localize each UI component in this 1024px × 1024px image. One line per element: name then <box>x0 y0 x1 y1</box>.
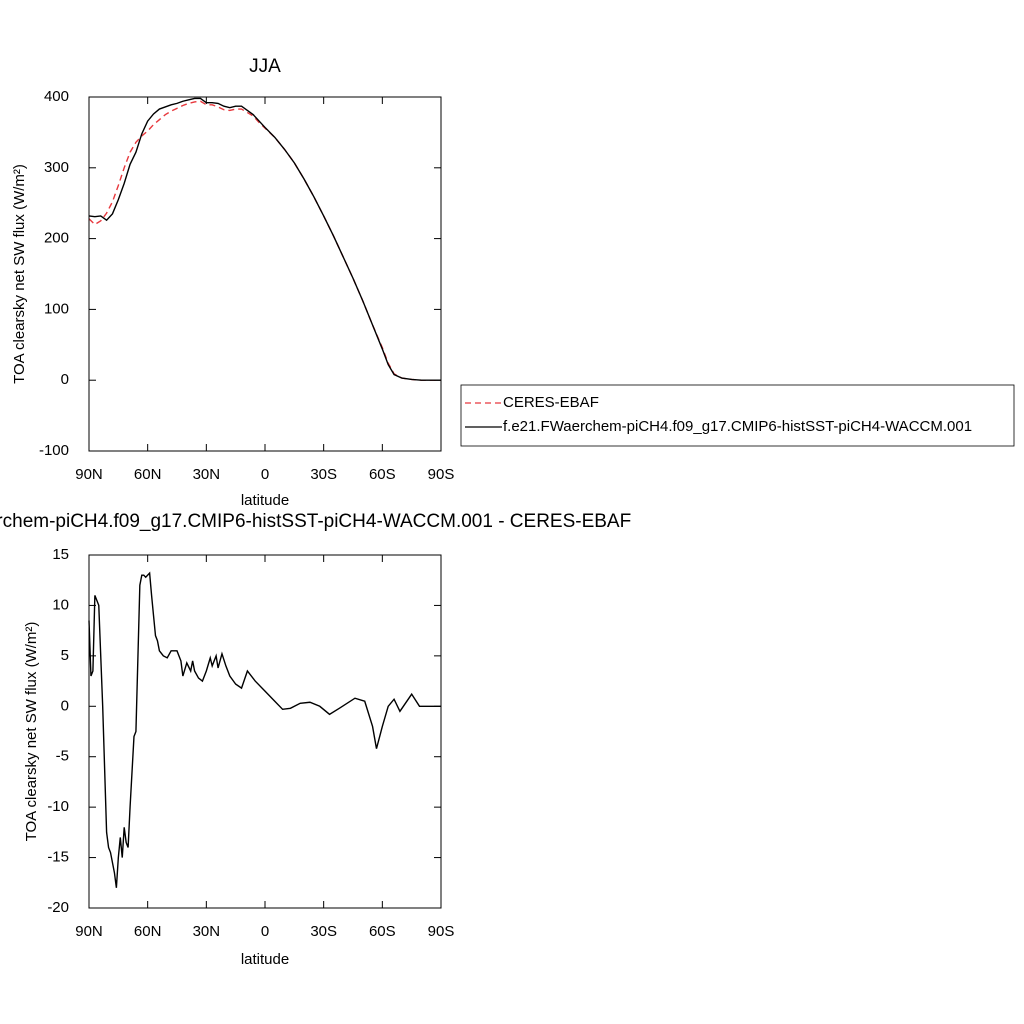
x-tick-label: 30N <box>193 923 221 940</box>
chart-title: JJA <box>249 56 281 77</box>
chart-title: f.e21.FWaerchem-piCH4.f09_g17.CMIP6-hist… <box>0 511 631 532</box>
plot-frame <box>88 554 442 909</box>
data-line <box>88 571 441 888</box>
x-tick-label: 60N <box>134 923 162 940</box>
y-tick-label: 0 <box>61 371 69 388</box>
y-axis-label: TOA clearsky net SW flux (W/m²) <box>11 164 28 384</box>
x-tick-label: 30S <box>310 466 337 483</box>
y-tick-label: 100 <box>44 300 69 317</box>
x-tick-label: 90S <box>428 923 455 940</box>
x-tick-label: 60S <box>369 923 396 940</box>
x-tick-label: 90S <box>428 466 455 483</box>
x-tick-label: 0 <box>261 923 269 940</box>
y-tick-label: 300 <box>44 159 69 176</box>
legend-box <box>460 384 1015 447</box>
y-tick-label: -10 <box>47 798 69 815</box>
x-tick-label: 60N <box>134 466 162 483</box>
x-axis-label: latitude <box>241 492 289 509</box>
x-axis-label: latitude <box>241 951 289 968</box>
y-tick-label: 10 <box>52 596 69 613</box>
plot-frame <box>88 96 442 452</box>
legend-label: CERES-EBAF <box>503 394 599 411</box>
legend-label: f.e21.FWaerchem-piCH4.f09_g17.CMIP6-hist… <box>503 418 972 435</box>
y-tick-label: -100 <box>39 442 69 459</box>
x-tick-label: 60S <box>369 466 396 483</box>
y-tick-label: 400 <box>44 88 69 105</box>
y-tick-label: -5 <box>56 748 69 765</box>
x-tick-label: 30S <box>310 923 337 940</box>
y-axis-label: TOA clearsky net SW flux (W/m²) <box>23 622 40 842</box>
data-line <box>88 97 441 381</box>
x-tick-label: 30N <box>193 466 221 483</box>
y-tick-label: 5 <box>61 647 69 664</box>
x-tick-label: 0 <box>261 466 269 483</box>
y-tick-label: 15 <box>52 546 69 563</box>
y-tick-label: -20 <box>47 899 69 916</box>
y-tick-label: 200 <box>44 230 69 247</box>
x-tick-label: 90N <box>75 923 103 940</box>
y-tick-label: 0 <box>61 697 69 714</box>
x-tick-label: 90N <box>75 466 103 483</box>
data-line <box>88 100 441 381</box>
y-tick-label: -15 <box>47 849 69 866</box>
